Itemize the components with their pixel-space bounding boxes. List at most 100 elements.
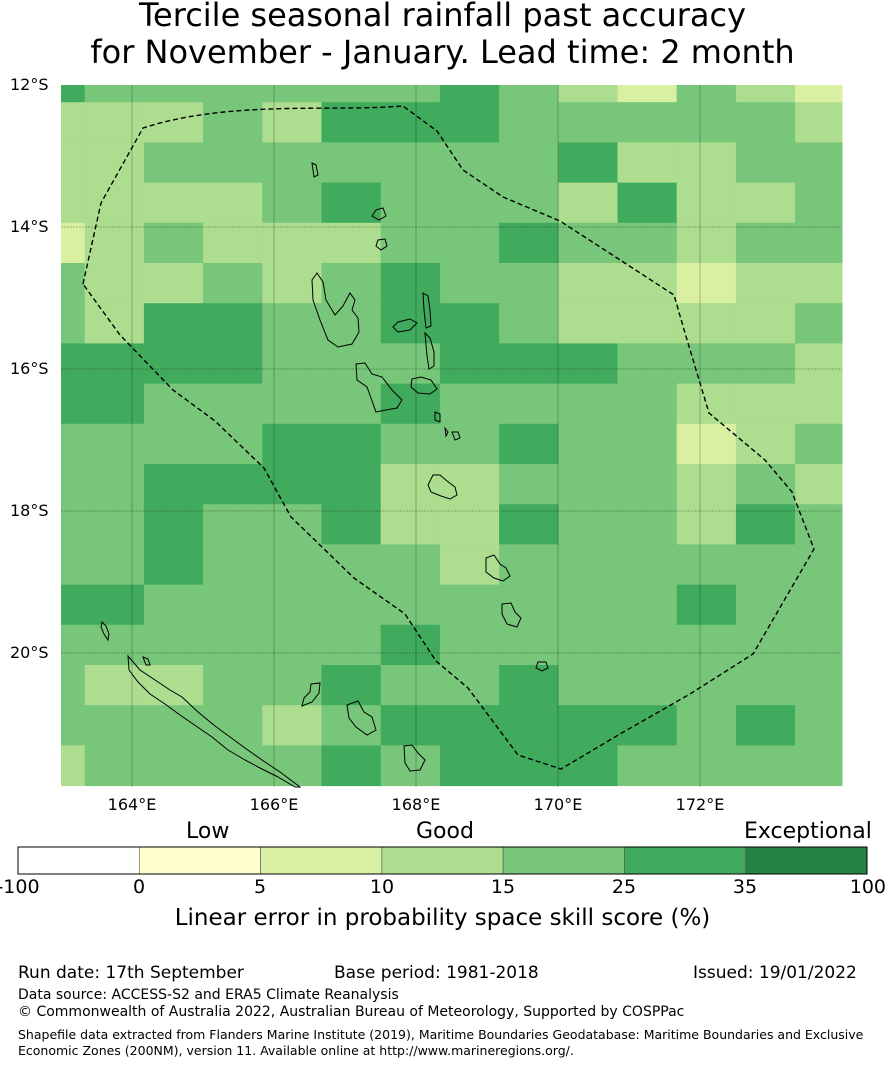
skill-cell <box>439 222 500 264</box>
lon-label-172e: 172°E <box>675 795 725 814</box>
skill-cell <box>558 584 618 626</box>
skill-cell <box>795 383 843 425</box>
legend-category-exceptional: Exceptional <box>744 819 872 844</box>
skill-cell <box>262 504 322 545</box>
skill-cell <box>203 705 263 746</box>
colorbar-tick: 35 <box>732 876 758 898</box>
skill-cell <box>203 263 263 304</box>
skill-cell <box>735 142 796 184</box>
skill-grid <box>61 85 843 787</box>
skill-cell <box>558 544 618 586</box>
skill-cell <box>84 182 145 224</box>
lat-label-18s: 18°S <box>10 501 49 520</box>
skill-cell <box>617 745 678 787</box>
skill-cell <box>499 142 559 184</box>
base-period: Base period: 1981-2018 <box>334 963 539 983</box>
skill-cell <box>676 665 737 706</box>
skill-cell <box>61 745 86 787</box>
skill-cell <box>676 705 737 746</box>
skill-cell <box>321 263 382 304</box>
skill-cell <box>499 705 559 746</box>
skill-cell <box>143 85 204 103</box>
colorbar-segment <box>502 846 625 875</box>
skill-cell <box>262 544 322 586</box>
skill-cell <box>262 584 322 626</box>
skill-cell <box>262 303 322 344</box>
skill-cell <box>61 182 86 224</box>
skill-cell <box>617 464 678 505</box>
skill-cell <box>321 222 382 264</box>
skill-cell <box>262 745 322 787</box>
skill-cell <box>439 423 500 465</box>
skill-cell <box>321 705 382 746</box>
lat-label-12s: 12°S <box>10 75 49 94</box>
skill-cell <box>143 544 204 586</box>
skill-cell <box>735 303 796 344</box>
legend-category-low: Low <box>186 819 230 844</box>
skill-cell <box>617 504 678 545</box>
skill-cell <box>676 182 737 224</box>
skill-cell <box>499 745 559 787</box>
skill-cell <box>84 423 145 465</box>
lat-label-16s: 16°S <box>10 359 49 378</box>
skill-cell <box>735 102 796 143</box>
skill-cell <box>84 624 145 666</box>
skill-cell <box>143 263 204 304</box>
skill-cell <box>84 705 145 746</box>
skill-cell <box>321 745 382 787</box>
skill-cell <box>439 303 500 344</box>
skill-cell <box>735 343 796 385</box>
skill-cell <box>558 85 618 103</box>
skill-cell <box>558 343 618 385</box>
skill-cell <box>61 343 86 385</box>
skill-cell <box>380 222 441 264</box>
colorbar-tick: 0 <box>132 876 146 898</box>
skill-cell <box>262 705 322 746</box>
skill-cell <box>558 464 618 505</box>
skill-cell <box>380 464 441 505</box>
skill-cell <box>795 544 843 586</box>
skill-cell <box>203 222 263 264</box>
skill-cell <box>61 504 86 545</box>
skill-cell <box>795 182 843 224</box>
skill-cell <box>676 745 737 787</box>
skill-cell <box>61 222 86 264</box>
skill-cell <box>203 182 263 224</box>
skill-cell <box>203 142 263 184</box>
skill-cell <box>61 383 86 425</box>
skill-cell <box>203 343 263 385</box>
skill-cell <box>795 745 843 787</box>
skill-cell <box>84 303 145 344</box>
skill-cell <box>203 85 263 103</box>
skill-cell <box>617 343 678 385</box>
skill-cell <box>321 343 382 385</box>
skill-cell <box>61 303 86 344</box>
skill-cell <box>439 102 500 143</box>
skill-cell <box>262 383 322 425</box>
skill-cell <box>143 102 204 143</box>
skill-cell <box>143 665 204 706</box>
skill-cell <box>676 263 737 304</box>
colorbar-tick: 5 <box>253 876 267 898</box>
skill-cell <box>321 303 382 344</box>
skill-cell <box>61 624 86 666</box>
lon-label-170e: 170°E <box>533 795 583 814</box>
skill-cell <box>499 303 559 344</box>
lat-label-14s: 14°S <box>10 217 49 236</box>
skill-cell <box>558 705 618 746</box>
skill-cell <box>84 222 145 264</box>
skill-cell <box>558 624 618 666</box>
skill-cell <box>380 745 441 787</box>
skill-cell <box>380 263 441 304</box>
colorbar-segment <box>17 846 140 875</box>
skill-cell <box>61 705 86 746</box>
skill-cell <box>558 263 618 304</box>
skill-cell <box>735 705 796 746</box>
skill-cell <box>439 584 500 626</box>
skill-cell <box>558 102 618 143</box>
skill-cell <box>499 423 559 465</box>
skill-cell <box>676 544 737 586</box>
skill-cell <box>499 624 559 666</box>
skill-cell <box>203 745 263 787</box>
